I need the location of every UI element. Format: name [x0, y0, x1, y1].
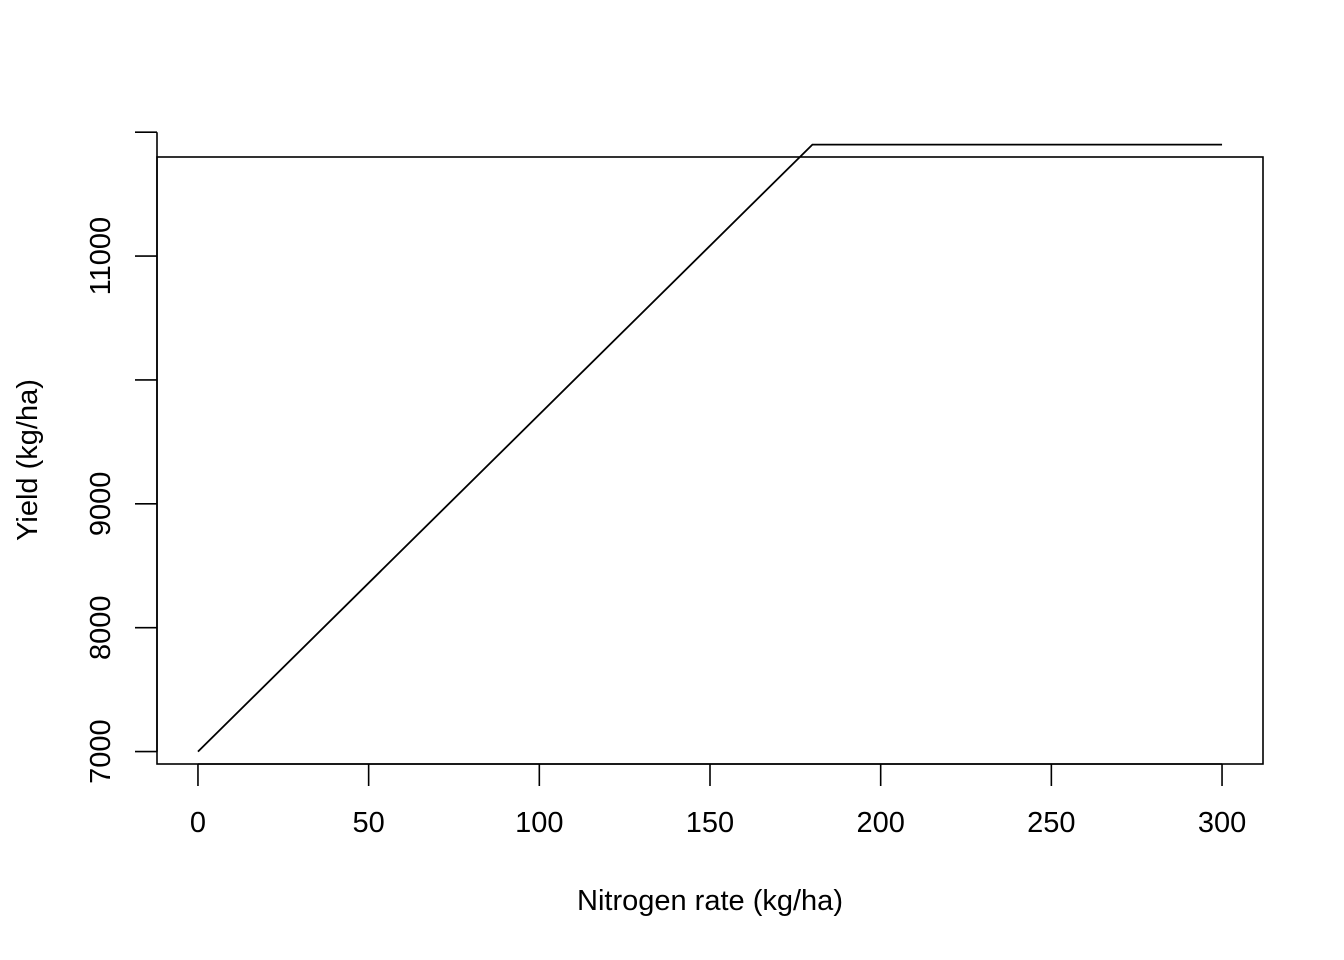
x-tick-label: 300: [1198, 807, 1246, 839]
x-tick-label: 200: [856, 807, 904, 839]
x-tick-label: 50: [353, 807, 385, 839]
x-tick-label: 250: [1027, 807, 1075, 839]
y-tick-label: 7000: [85, 719, 117, 784]
x-tick-label: 100: [515, 807, 563, 839]
plot-frame: [156, 156, 1264, 765]
y-axis: 7000 8000 9000 11000: [85, 131, 158, 784]
y-tick-label: 9000: [85, 472, 117, 537]
y-tick-label: 11000: [85, 217, 117, 296]
series-layer: [197, 143, 1223, 753]
y-tick-label: 8000: [85, 595, 117, 660]
x-axis-label: Nitrogen rate (kg/ha): [577, 885, 843, 917]
x-tick-label: 150: [686, 807, 734, 839]
x-tick-label: 0: [190, 807, 206, 839]
series-line-1: [197, 143, 1223, 753]
x-axis: 0 50 100 150 200 250 300: [190, 763, 1246, 839]
y-axis-label: Yield (kg/ha): [12, 379, 44, 541]
